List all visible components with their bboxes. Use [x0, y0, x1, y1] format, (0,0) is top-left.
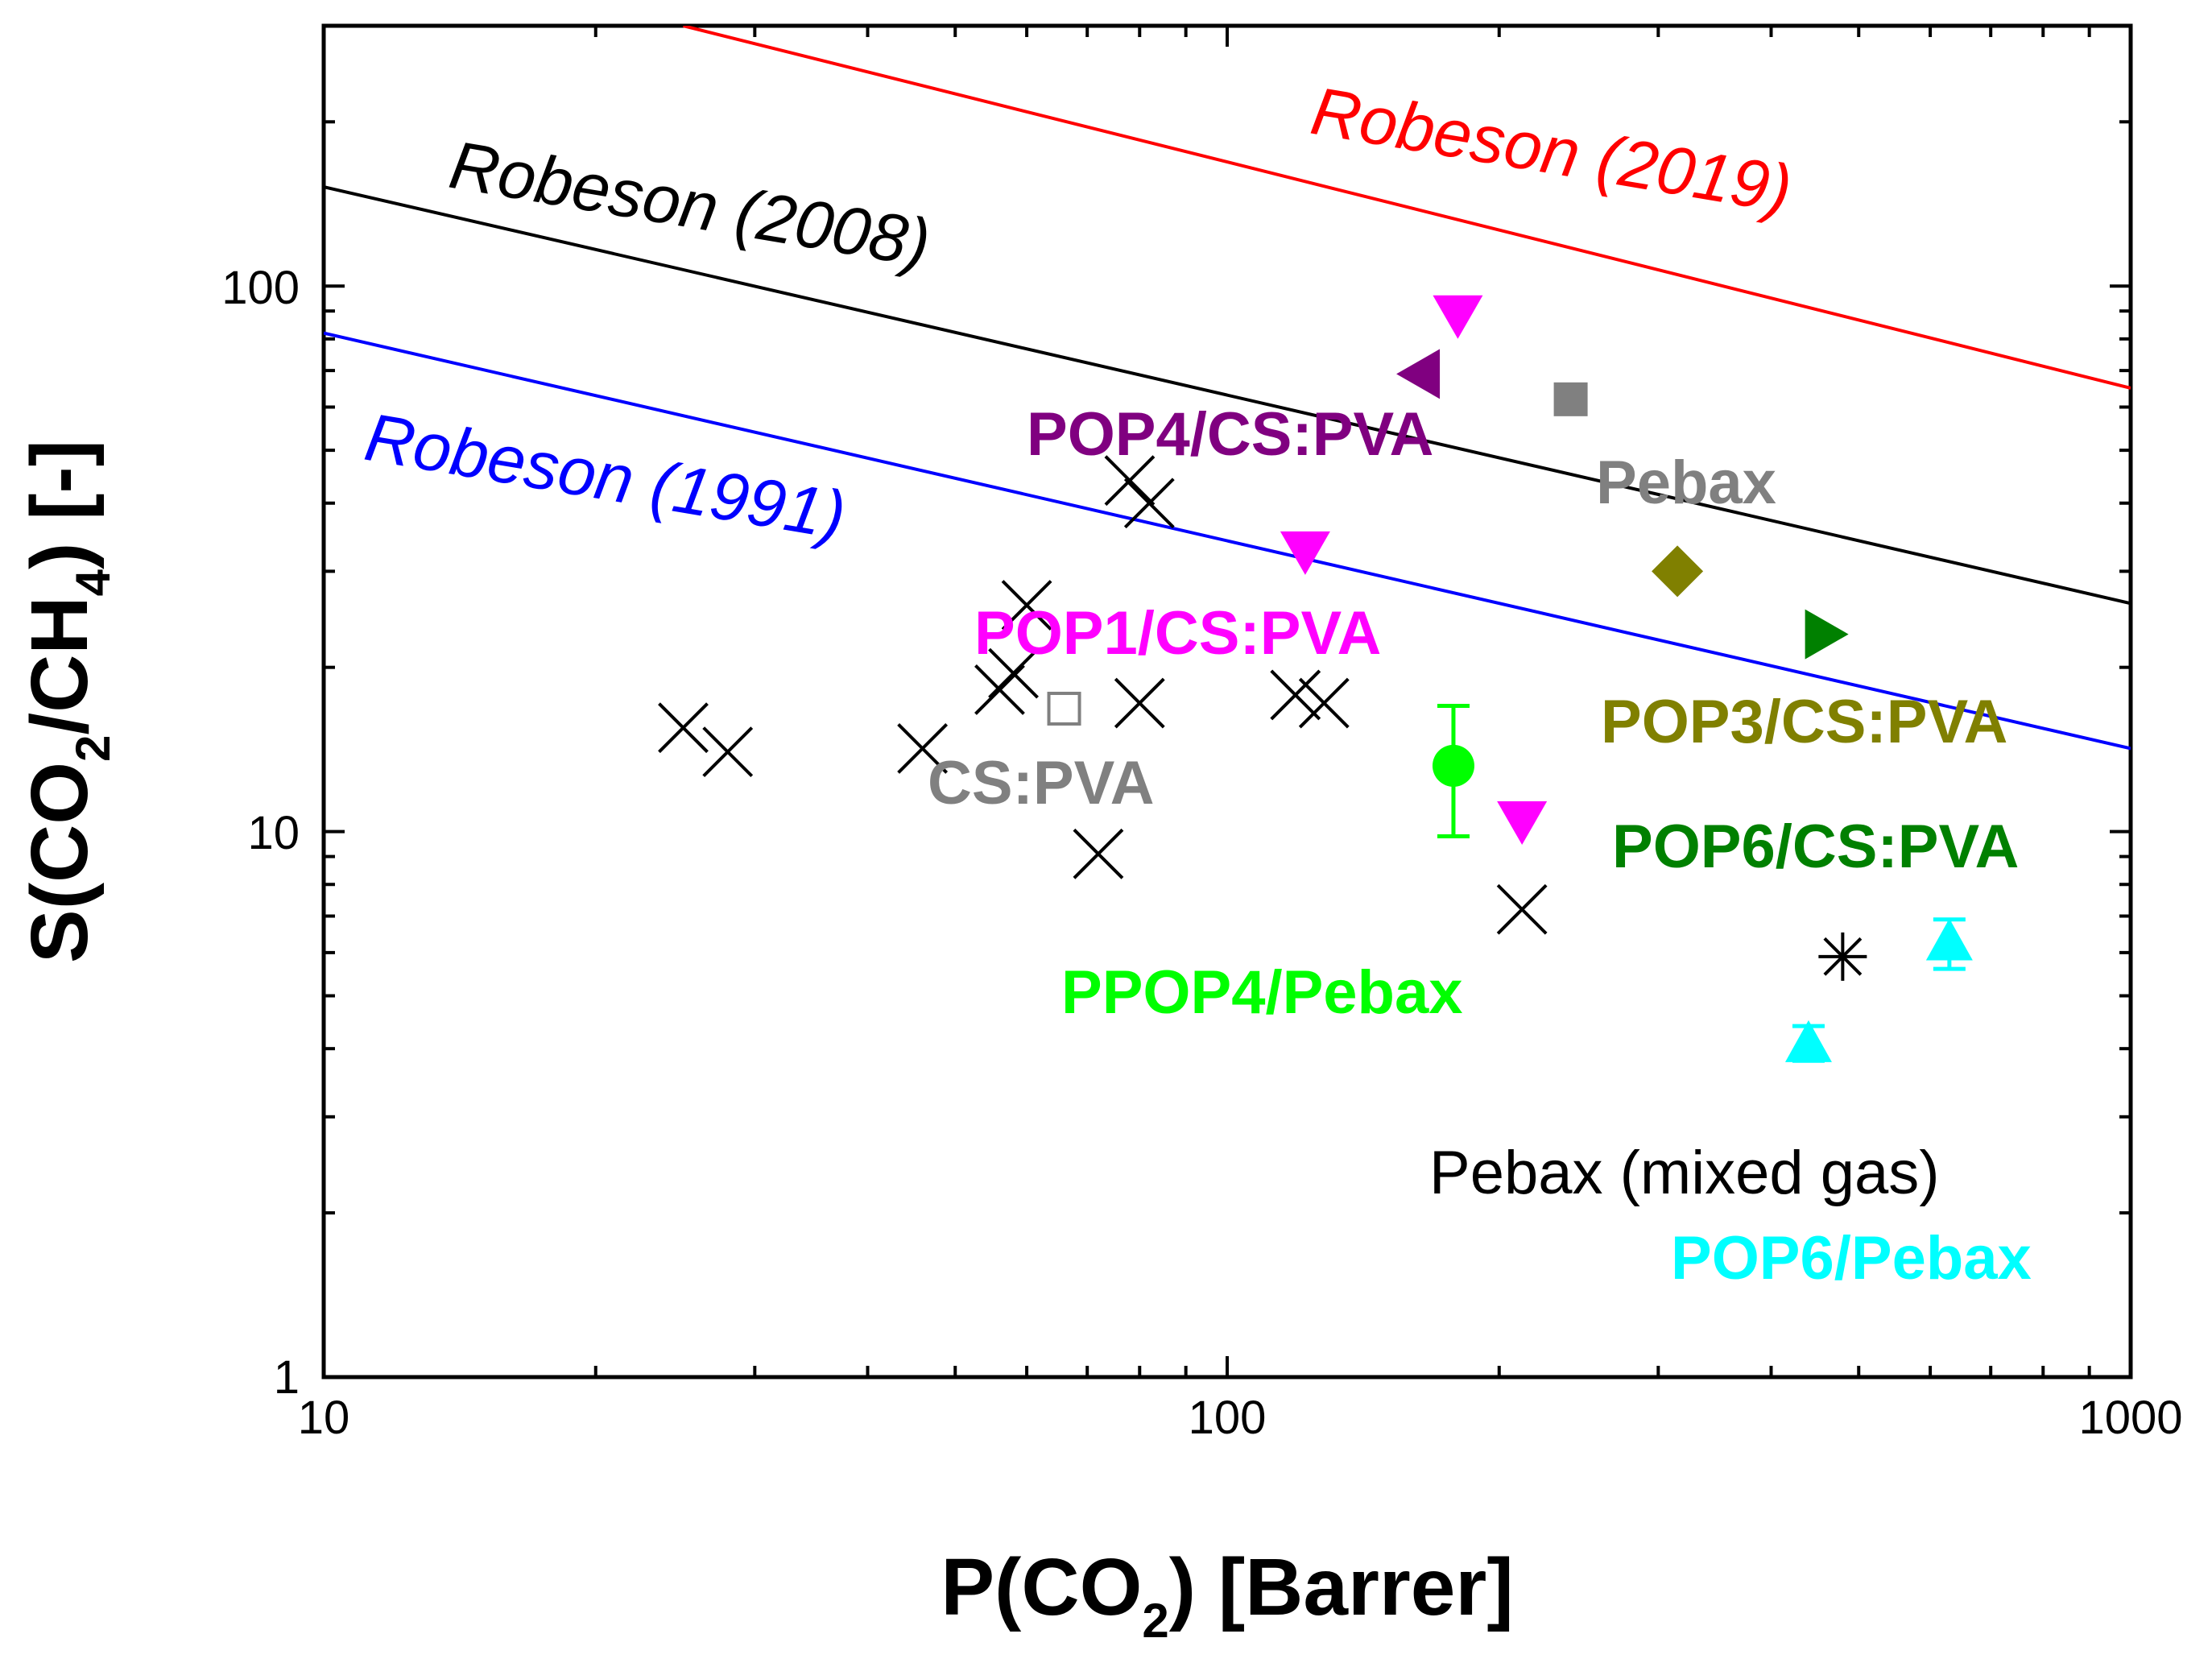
- label-robeson-1991: Robeson (1991): [360, 399, 851, 553]
- robeson-bound-line-2: [683, 26, 2131, 390]
- pop6-cs-pva-point: [1805, 609, 1849, 660]
- x-axis-title: P(CO2) [Barrer]: [941, 1542, 1513, 1648]
- y-tick-label-10: 10: [247, 807, 300, 859]
- literature-point: [1298, 677, 1350, 729]
- pebax-mixed-gas-point: [1818, 932, 1867, 981]
- robeson-bound-line-0: [324, 331, 2131, 751]
- literature-point: [1104, 455, 1156, 507]
- literature-point: [702, 726, 754, 778]
- pop1-cs-pva-point: [1497, 801, 1548, 846]
- y-axis-title: S(CO2/CH4) [-]: [14, 440, 120, 963]
- label-ppop4-pebax: PPOP4/Pebax: [1061, 958, 1463, 1027]
- literature-point: [1073, 828, 1124, 879]
- x-tick-label-1000: 1000: [2078, 1392, 2182, 1444]
- label-pebax-mixed-gas: Pebax (mixed gas): [1429, 1139, 1940, 1207]
- pop6-pebax-point: [1784, 1020, 1832, 1062]
- literature-point: [1001, 580, 1052, 631]
- literature-point: [988, 647, 1039, 699]
- y-tick-label-100: 100: [221, 262, 300, 314]
- pop6-pebax-point: [1925, 918, 1973, 961]
- literature-point: [1496, 883, 1548, 935]
- pop1-cs-pva-point: [1280, 531, 1330, 575]
- literature-point: [974, 664, 1025, 715]
- label-robeson-2008: Robeson (2008): [444, 126, 936, 281]
- label-pebax: Pebax: [1596, 449, 1776, 517]
- label-cspva: CS:PVA: [928, 749, 1155, 817]
- pop1-cs-pva-point: [1433, 295, 1483, 339]
- pop4-cs-pva-point: [1396, 349, 1441, 399]
- literature-point: [658, 702, 709, 754]
- literature-point: [1114, 677, 1165, 729]
- robeson-bound-line-1: [324, 185, 2131, 606]
- label-pop1-cspva: POP1/CS:PVA: [974, 599, 1381, 668]
- y-tick-label-1: 1: [274, 1351, 300, 1404]
- pebax-point: [1553, 382, 1588, 416]
- literature-point: [1123, 478, 1175, 529]
- label-pop3-cspva: POP3/CS:PVA: [1601, 688, 2007, 756]
- ppop4-pebax-point: [1432, 744, 1474, 787]
- x-tick-label-100: 100: [1189, 1392, 1267, 1444]
- cs-pva-point: [1047, 691, 1081, 726]
- literature-point: [897, 723, 949, 774]
- pop3-cs-pva-point: [1652, 545, 1704, 598]
- literature-point: [1270, 669, 1321, 721]
- x-tick-label-10: 10: [298, 1392, 350, 1444]
- label-robeson-2019: Robeson (2019): [1306, 72, 1797, 227]
- label-pop6-cspva: POP6/CS:PVA: [1612, 813, 2019, 881]
- label-pop4-cspva: POP4/CS:PVA: [1027, 400, 1433, 469]
- label-pop6-pebax: POP6/Pebax: [1671, 1224, 2032, 1293]
